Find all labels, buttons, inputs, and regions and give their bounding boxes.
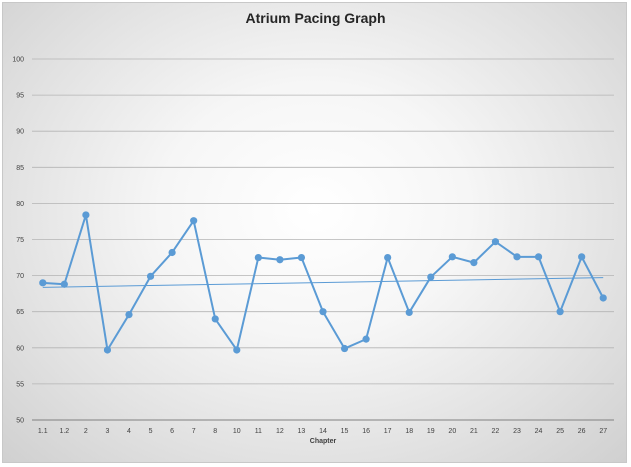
- data-point: [384, 253, 392, 262]
- x-tick-label: 11: [255, 428, 262, 435]
- x-tick-label: 16: [362, 428, 370, 435]
- y-tick-label: 55: [16, 381, 24, 388]
- data-point: [319, 308, 327, 316]
- y-axis-ticks: 50 55 60 65 70 75 80 85 90 95 100: [12, 57, 24, 425]
- data-point: [534, 253, 543, 261]
- data-point: [578, 253, 586, 261]
- data-point: [125, 310, 133, 319]
- x-tick-label: 5: [149, 428, 153, 435]
- data-point: [340, 344, 349, 353]
- x-tick-label: 23: [513, 428, 521, 435]
- gridlines: [32, 58, 614, 421]
- x-tick-label: 13: [298, 428, 306, 435]
- x-tick-label: 26: [578, 428, 586, 435]
- data-point: [211, 315, 219, 323]
- data-point: [491, 238, 500, 246]
- x-tick-label: 20: [448, 428, 456, 435]
- y-tick-label: 50: [16, 418, 24, 425]
- y-tick-label: 100: [12, 57, 24, 64]
- x-tick-label: 25: [556, 428, 564, 435]
- data-point: [448, 253, 456, 261]
- y-tick-label: 95: [16, 93, 24, 100]
- data-point: [405, 308, 413, 317]
- x-tick-label: 21: [470, 428, 478, 435]
- data-point: [82, 211, 90, 219]
- data-point: [276, 256, 284, 264]
- x-tick-label: 3: [105, 428, 109, 435]
- data-point: [168, 248, 176, 257]
- chart-title: Atrium Pacing Graph: [245, 10, 386, 26]
- x-tick-label: 24: [535, 428, 543, 435]
- y-tick-label: 80: [16, 201, 24, 208]
- data-point: [513, 253, 521, 261]
- x-tick-label: 8: [213, 428, 217, 435]
- data-point: [254, 253, 262, 262]
- x-tick-label: 18: [405, 428, 413, 435]
- data-point: [39, 279, 47, 287]
- data-point: [233, 346, 241, 354]
- data-point: [103, 346, 112, 354]
- x-tick-label: 2: [84, 428, 88, 435]
- data-point: [556, 308, 564, 316]
- x-tick-label: 22: [492, 428, 500, 435]
- x-axis-ticks: 1.1 1.2 2 3 4 5 6 7 8 10 11 12 13 14 15 16 17 18 19 20 21 22 2…: [38, 428, 607, 435]
- y-tick-label: 65: [16, 309, 24, 316]
- x-tick-label: 19: [427, 428, 435, 435]
- y-tick-label: 60: [16, 345, 24, 352]
- x-tick-label: 1.2: [59, 428, 69, 435]
- x-tick-label: 14: [319, 428, 327, 435]
- y-tick-label: 70: [16, 273, 24, 280]
- data-point: [470, 259, 478, 267]
- x-tick-label: 10: [233, 428, 241, 435]
- y-tick-label: 75: [16, 237, 24, 244]
- x-tick-label: 1.1: [38, 428, 48, 435]
- data-point: [60, 280, 68, 288]
- chart-area: [2, 2, 627, 463]
- data-point: [362, 335, 370, 343]
- x-tick-label: 17: [384, 428, 392, 435]
- x-tick-label: 27: [599, 428, 607, 435]
- y-tick-label: 90: [16, 129, 24, 136]
- x-tick-label: 6: [170, 428, 174, 435]
- data-point: [146, 272, 155, 280]
- data-points: [39, 211, 607, 354]
- y-tick-label: 85: [16, 165, 24, 172]
- data-point: [190, 217, 198, 225]
- data-point: [427, 273, 435, 281]
- x-tick-label: 12: [276, 428, 284, 435]
- x-axis-label: Chapter: [310, 438, 337, 445]
- x-tick-label: 4: [127, 428, 131, 435]
- trendline: [42, 277, 604, 288]
- x-tick-label: 15: [341, 428, 349, 435]
- trendline-path: [42, 277, 604, 288]
- x-tick-label: 7: [192, 428, 196, 435]
- data-point: [297, 253, 306, 262]
- data-point: [599, 294, 607, 302]
